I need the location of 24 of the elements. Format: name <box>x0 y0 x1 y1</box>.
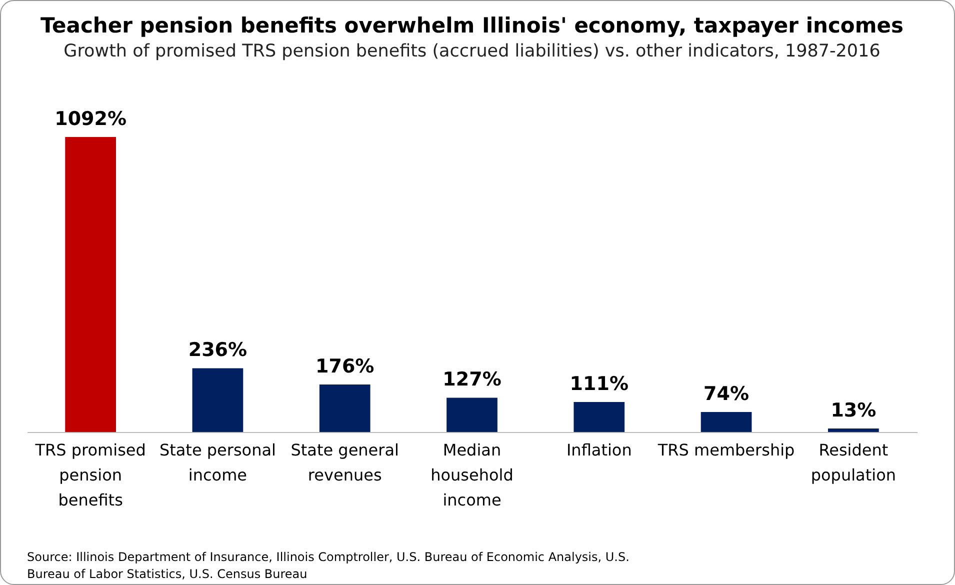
bar <box>828 428 879 432</box>
x-tick-label: TRS promised pension benefits <box>34 440 146 510</box>
x-tick-label: TRS membership <box>656 440 795 460</box>
bar <box>700 412 752 432</box>
data-label: 236% <box>188 339 248 362</box>
bar <box>446 398 498 432</box>
data-label: 1092% <box>54 108 127 130</box>
chart-subtitle: Growth of promised TRS pension benefits (accrued liabilities) vs. other indicators, 1987-2016 <box>64 42 880 62</box>
source-note: Source: Illinois Department of Insurance, Illinois Comptroller, U.S. Bureau of Economic Analysis, U.S. Bureau of Labor Statistics, U.S. Census Bureau <box>27 549 630 583</box>
data-label: 111% <box>570 373 628 396</box>
data-label: 176% <box>316 355 374 378</box>
bar <box>319 384 370 432</box>
x-tick-label: State personal income <box>159 440 276 484</box>
data-label: 127% <box>442 368 502 391</box>
bar <box>192 368 244 432</box>
bar <box>574 402 625 432</box>
x-tick-label: State general revenues <box>290 440 399 484</box>
x-tick-label: Median household income <box>430 440 514 510</box>
x-tick-label: Resident population <box>810 440 896 484</box>
data-label: 74% <box>704 383 750 406</box>
chart-title: Teacher pension benefits overwhelm Illinois' economy, taxpayer incomes <box>40 14 904 38</box>
x-tick-label: Inflation <box>566 440 632 460</box>
bar <box>65 137 116 432</box>
data-label: 13% <box>830 399 876 422</box>
